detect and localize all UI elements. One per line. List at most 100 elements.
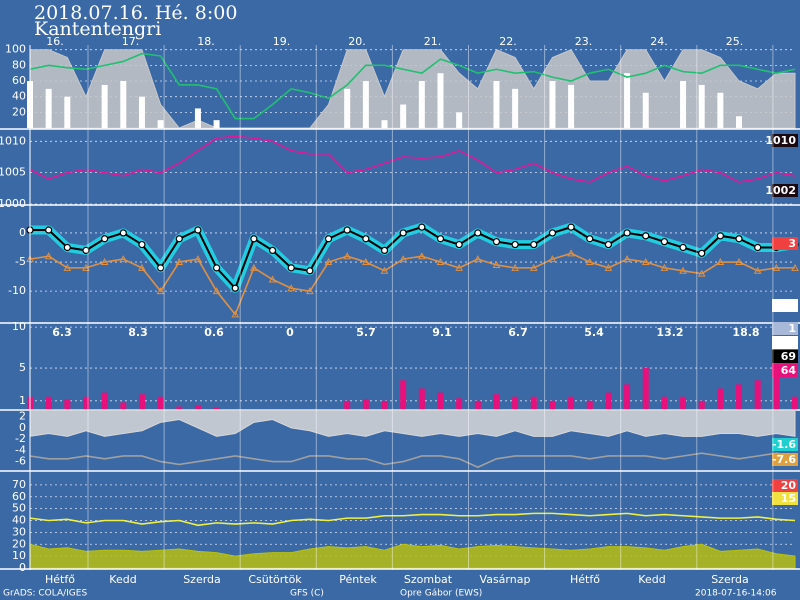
- bar: [642, 368, 649, 409]
- y-tick-label: 5: [19, 361, 26, 374]
- bar: [101, 84, 108, 128]
- marker: [660, 238, 668, 246]
- day-label: 16.: [46, 35, 64, 48]
- marker: [473, 255, 482, 263]
- bar: [213, 120, 220, 128]
- marker: [511, 263, 519, 271]
- marker: [418, 223, 426, 231]
- y-tick-label: 0: [19, 561, 26, 574]
- day-label: 25.: [726, 35, 744, 48]
- line: [29, 512, 796, 527]
- y-tick-label: 50: [12, 502, 26, 515]
- bar: [418, 388, 425, 409]
- bar: [418, 81, 425, 128]
- side-label: 12: [781, 336, 796, 349]
- weekday-label: Péntek: [339, 573, 377, 586]
- bar: [530, 396, 537, 409]
- side-label: 20: [781, 479, 797, 492]
- marker: [306, 287, 314, 295]
- marker: [44, 252, 53, 260]
- marker: [567, 223, 575, 231]
- marker: [63, 243, 71, 252]
- side-label: 1: [788, 322, 796, 335]
- y-tick-label: -5: [15, 255, 26, 268]
- location: Kantentengri: [34, 18, 161, 40]
- marker: [380, 266, 389, 274]
- marker: [604, 263, 613, 271]
- bar: [661, 396, 668, 409]
- daily-total: 5.7: [356, 326, 376, 339]
- marker: [679, 266, 687, 274]
- bar: [194, 404, 201, 409]
- bar: [568, 396, 575, 409]
- marker: [175, 235, 183, 243]
- line: [29, 452, 796, 469]
- side-label: -7.6: [772, 453, 796, 466]
- bar: [493, 81, 500, 128]
- weekday-label: Kedd: [638, 573, 665, 586]
- side-label-box: [772, 479, 798, 492]
- y-tick-label: 10: [12, 320, 26, 333]
- marker: [231, 284, 239, 292]
- side-label: -11: [776, 299, 796, 312]
- bar: [362, 81, 369, 128]
- bar: [512, 88, 519, 128]
- side-label-box: [772, 364, 798, 377]
- side-label-box: [772, 492, 798, 505]
- marker: [754, 243, 762, 252]
- y-tick-label: -10: [8, 284, 26, 297]
- weekday-label: Szerda: [183, 573, 221, 586]
- weekday-label: Hétfő: [45, 573, 75, 586]
- marker: [697, 269, 706, 277]
- bar: [456, 398, 463, 409]
- bar: [45, 88, 52, 128]
- line: [29, 252, 795, 317]
- marker: [268, 246, 277, 255]
- marker: [455, 263, 463, 271]
- side-label: 1002: [765, 184, 796, 197]
- side-label: 15: [781, 492, 796, 505]
- bar: [456, 112, 463, 128]
- y-tick-label: 1: [19, 394, 26, 407]
- marker: [586, 235, 594, 243]
- side-label-box: [772, 134, 798, 147]
- y-tick-label: 2: [19, 410, 26, 423]
- line: [29, 135, 796, 183]
- marker: [343, 226, 351, 234]
- marker: [436, 258, 445, 266]
- y-tick-label: 1005: [0, 166, 26, 179]
- bar: [64, 96, 71, 128]
- daily-total: 0.6: [204, 326, 224, 339]
- y-tick-label: -6: [15, 455, 26, 468]
- bar: [717, 388, 724, 409]
- marker: [455, 240, 463, 249]
- marker: [324, 258, 333, 266]
- footer-model: GFS (C): [290, 589, 324, 599]
- marker: [250, 263, 258, 271]
- marker: [362, 235, 370, 243]
- bar: [194, 108, 201, 128]
- bar: [82, 396, 89, 409]
- marker: [306, 267, 314, 275]
- side-label-box: [772, 336, 798, 349]
- marker: [119, 255, 128, 263]
- day-label: 22.: [499, 35, 517, 48]
- bar: [680, 81, 687, 128]
- weekday-label: Kedd: [109, 573, 136, 586]
- marker: [362, 258, 370, 266]
- marker: [417, 252, 426, 260]
- bar: [157, 120, 164, 128]
- marker: [492, 260, 501, 268]
- y-tick-label: 1010: [0, 134, 26, 147]
- y-tick-label: 1000: [0, 197, 26, 210]
- bar: [549, 81, 556, 128]
- marker: [156, 287, 165, 295]
- marker: [157, 264, 165, 272]
- bar: [754, 380, 761, 409]
- weekday-label: Csütörtök: [248, 573, 302, 586]
- weekday-label: Vasárnap: [480, 573, 531, 586]
- side-label-box: [772, 350, 798, 363]
- marker: [716, 232, 724, 240]
- marker: [567, 249, 575, 257]
- marker: [101, 235, 109, 243]
